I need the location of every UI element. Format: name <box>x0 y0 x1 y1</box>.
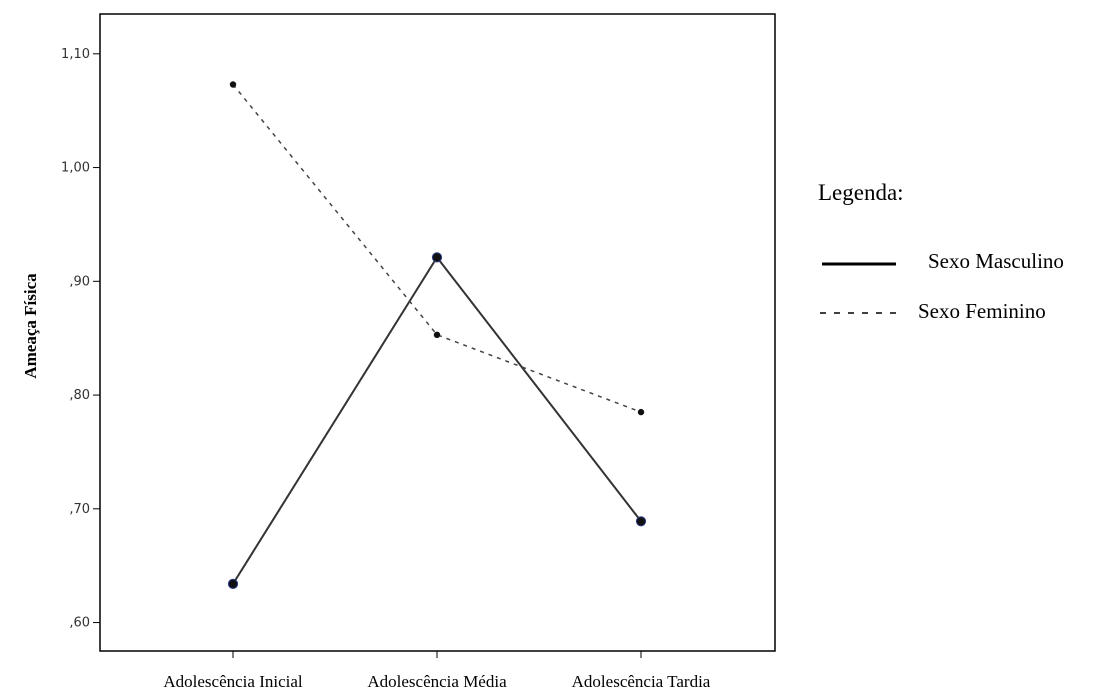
data-point-feminino <box>433 331 441 338</box>
x-category-label: Adolescência Tardia <box>572 672 711 691</box>
legend: Legenda: Sexo Masculino Sexo Feminino <box>818 180 1064 323</box>
y-tick-label: 1,10 <box>61 47 90 62</box>
y-axis: ,60 ,70 ,80 ,90 1,00 1,10 <box>61 47 100 631</box>
series-line-masculino <box>232 255 642 585</box>
legend-title: Legenda: <box>818 180 904 205</box>
x-category-label: Adolescência Inicial <box>163 672 303 691</box>
legend-label-feminino: Sexo Feminino <box>918 299 1046 323</box>
y-tick-label: ,80 <box>69 388 90 403</box>
y-axis-label: Ameaça Física <box>21 273 40 379</box>
x-axis: Adolescência Inicial Adolescência Média Ad… <box>163 651 711 691</box>
data-point-feminino <box>637 408 645 416</box>
series-line-feminino <box>232 84 642 413</box>
data-point-masculino <box>635 516 647 527</box>
y-tick-label: 1,00 <box>61 161 90 176</box>
y-tick-label: ,60 <box>69 616 90 631</box>
y-tick-label: ,90 <box>69 274 90 289</box>
y-tick-label: ,70 <box>69 502 90 517</box>
data-point-masculino <box>431 252 443 263</box>
legend-label-masculino: Sexo Masculino <box>928 249 1064 273</box>
x-category-label: Adolescência Média <box>367 672 507 691</box>
series-layer <box>227 81 647 590</box>
data-point-masculino <box>227 578 239 590</box>
data-point-feminino <box>229 81 237 88</box>
